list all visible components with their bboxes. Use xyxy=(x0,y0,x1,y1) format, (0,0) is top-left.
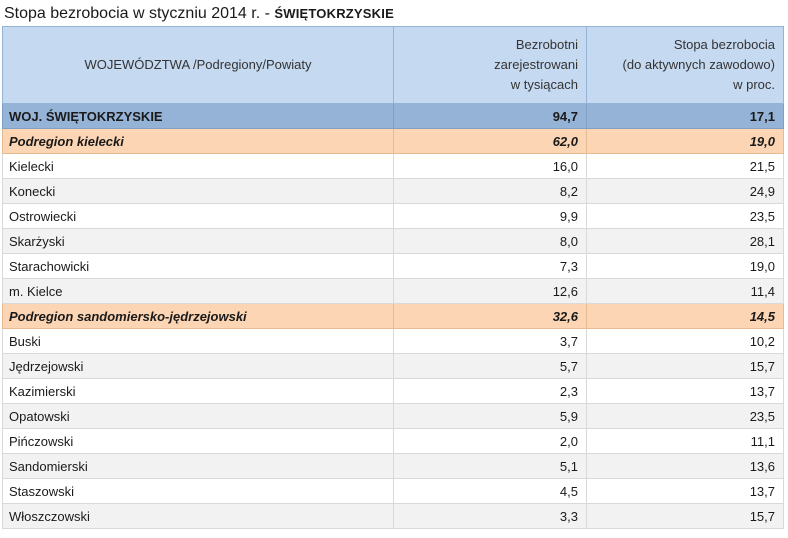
region-name-cell: Pińczowski xyxy=(2,428,394,454)
unemployment-table: WOJEWÓDZTWA /Podregiony/Powiaty Bezrobot… xyxy=(2,26,784,529)
region-name-cell: Kazimierski xyxy=(2,378,394,404)
unemployed-cell: 4,5 xyxy=(393,478,587,504)
table-row: Buski 3,7 10,2 xyxy=(2,328,784,354)
table-row: Kielecki 16,0 21,5 xyxy=(2,153,784,179)
region-name-cell: Podregion sandomiersko-jędrzejowski xyxy=(2,303,394,329)
region-name-cell: Podregion kielecki xyxy=(2,128,394,154)
region-name-cell: Jędrzejowski xyxy=(2,353,394,379)
region-name-cell: Buski xyxy=(2,328,394,354)
unemployed-cell: 9,9 xyxy=(393,203,587,229)
voivodeship-row: WOJ. ŚWIĘTOKRZYSKIE 94,7 17,1 xyxy=(2,103,784,129)
rate-cell: 15,7 xyxy=(586,353,784,379)
rate-cell: 11,1 xyxy=(586,428,784,454)
table-row: Jędrzejowski 5,7 15,7 xyxy=(2,353,784,379)
table-row: Kazimierski 2,3 13,7 xyxy=(2,378,784,404)
table-row: Konecki 8,2 24,9 xyxy=(2,178,784,204)
unemployed-cell: 5,1 xyxy=(393,453,587,479)
rate-cell: 17,1 xyxy=(586,103,784,129)
rate-cell: 15,7 xyxy=(586,503,784,529)
rate-cell: 14,5 xyxy=(586,303,784,329)
region-name-cell: Ostrowiecki xyxy=(2,203,394,229)
unemployed-cell: 32,6 xyxy=(393,303,587,329)
table-row: Opatowski 5,9 23,5 xyxy=(2,403,784,429)
region-name-cell: m. Kielce xyxy=(2,278,394,304)
table-row: Pińczowski 2,0 11,1 xyxy=(2,428,784,454)
unemployed-cell: 94,7 xyxy=(393,103,587,129)
rate-cell: 19,0 xyxy=(586,128,784,154)
rate-cell: 28,1 xyxy=(586,228,784,254)
unemployed-cell: 12,6 xyxy=(393,278,587,304)
region-name-cell: Włoszczowski xyxy=(2,503,394,529)
unemployed-cell: 16,0 xyxy=(393,153,587,179)
rate-cell: 13,7 xyxy=(586,378,784,404)
header-row: WOJEWÓDZTWA /Podregiony/Powiaty Bezrobot… xyxy=(2,26,784,104)
page-title: Stopa bezrobocia w styczniu 2014 r. - ŚW… xyxy=(4,3,394,25)
region-name-cell: Opatowski xyxy=(2,403,394,429)
header-region: WOJEWÓDZTWA /Podregiony/Powiaty xyxy=(2,26,394,104)
rate-cell: 13,6 xyxy=(586,453,784,479)
unemployed-cell: 5,9 xyxy=(393,403,587,429)
region-name-cell: Sandomierski xyxy=(2,453,394,479)
table-row: Starachowicki 7,3 19,0 xyxy=(2,253,784,279)
title-region: ŚWIĘTOKRZYSKIE xyxy=(274,6,394,21)
region-name-cell: Skarżyski xyxy=(2,228,394,254)
table-body: WOJ. ŚWIĘTOKRZYSKIE 94,7 17,1 Podregion kie… xyxy=(2,103,784,529)
subregion-row: Podregion sandomiersko-jędrzejowski 32,6 1… xyxy=(2,303,784,329)
rate-cell: 23,5 xyxy=(586,203,784,229)
title-main: Stopa bezrobocia w styczniu 2014 r. - xyxy=(4,5,275,22)
region-name-cell: WOJ. ŚWIĘTOKRZYSKIE xyxy=(2,103,394,129)
subregion-row: Podregion kielecki 62,0 19,0 xyxy=(2,128,784,154)
unemployed-cell: 8,0 xyxy=(393,228,587,254)
unemployed-cell: 8,2 xyxy=(393,178,587,204)
rate-cell: 23,5 xyxy=(586,403,784,429)
rate-cell: 24,9 xyxy=(586,178,784,204)
table-row: m. Kielce 12,6 11,4 xyxy=(2,278,784,304)
rate-cell: 11,4 xyxy=(586,278,784,304)
region-name-cell: Kielecki xyxy=(2,153,394,179)
unemployed-cell: 2,0 xyxy=(393,428,587,454)
header-rate: Stopa bezrobocia (do aktywnych zawodowo)… xyxy=(586,26,784,104)
unemployed-cell: 3,7 xyxy=(393,328,587,354)
rate-cell: 21,5 xyxy=(586,153,784,179)
unemployed-cell: 7,3 xyxy=(393,253,587,279)
rate-cell: 10,2 xyxy=(586,328,784,354)
region-name-cell: Konecki xyxy=(2,178,394,204)
table-header: WOJEWÓDZTWA /Podregiony/Powiaty Bezrobot… xyxy=(2,26,784,104)
unemployed-cell: 5,7 xyxy=(393,353,587,379)
region-name-cell: Staszowski xyxy=(2,478,394,504)
table-row: Sandomierski 5,1 13,6 xyxy=(2,453,784,479)
region-name-cell: Starachowicki xyxy=(2,253,394,279)
table-row: Skarżyski 8,0 28,1 xyxy=(2,228,784,254)
header-unemployed: Bezrobotni zarejestrowani w tysiącach xyxy=(393,26,587,104)
table-row: Staszowski 4,5 13,7 xyxy=(2,478,784,504)
table-row: Ostrowiecki 9,9 23,5 xyxy=(2,203,784,229)
rate-cell: 13,7 xyxy=(586,478,784,504)
unemployed-cell: 62,0 xyxy=(393,128,587,154)
unemployed-cell: 3,3 xyxy=(393,503,587,529)
rate-cell: 19,0 xyxy=(586,253,784,279)
unemployed-cell: 2,3 xyxy=(393,378,587,404)
table-row: Włoszczowski 3,3 15,7 xyxy=(2,503,784,529)
